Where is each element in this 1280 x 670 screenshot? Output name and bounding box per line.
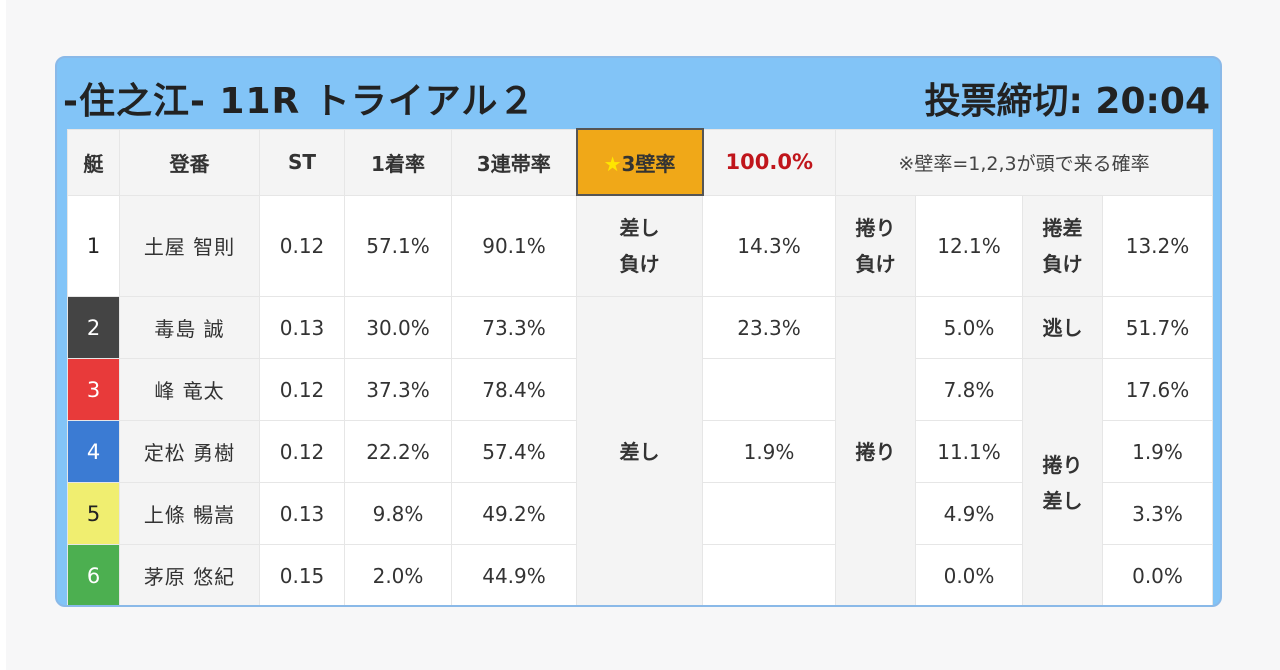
prediction-table: 艇 登番 ST 1着率 3連帯率 ★3壁率 100.0% ※壁率=1,2,3が頭… — [67, 128, 1213, 605]
first-rate-value: 22.2% — [344, 420, 452, 483]
racer-name: 茅原 悠紀 — [119, 544, 260, 605]
first-rate-value: 30.0% — [344, 296, 452, 359]
top3-rate-value: 44.9% — [451, 544, 577, 605]
makuri-value: 7.8% — [915, 358, 1023, 421]
st-value: 0.15 — [259, 544, 345, 605]
racer-name: 上條 暢嵩 — [119, 482, 260, 545]
top3-rate-value: 49.2% — [451, 482, 577, 545]
makurizashi-line1: 捲り — [1042, 452, 1083, 477]
makurizashi-make-value: 13.2% — [1102, 194, 1213, 297]
st-value: 0.13 — [259, 482, 345, 545]
makurizashi-value: 17.6% — [1102, 358, 1213, 421]
race-title: -住之江- 11R トライアル２ — [63, 81, 536, 122]
makurizashi-value: 1.9% — [1102, 420, 1213, 483]
sashi-value — [702, 358, 836, 421]
col-boat: 艇 — [67, 128, 120, 196]
top3-rate-value: 90.1% — [451, 194, 577, 297]
racer-name: 毒島 誠 — [119, 296, 260, 359]
table-row: 5 上條 暢嵩 0.13 9.8% 49.2% 4.9% 3.3% — [67, 482, 1213, 545]
top3-rate-value: 57.4% — [451, 420, 577, 483]
makurizashi-make-line1: 捲差 — [1042, 215, 1083, 240]
kabe-rate-label: ★3壁率 — [575, 128, 704, 196]
table-row: 4 定松 勇樹 0.12 22.2% 57.4% 1.9% 11.1% 1.9% — [67, 420, 1213, 483]
makurizashi-make-label: 捲差 負け — [1022, 194, 1103, 297]
makuri-make-line1: 捲り — [855, 215, 896, 240]
race-header: -住之江- 11R トライアル２ 投票締切: 20:04 — [57, 58, 1220, 128]
racer-name: 峰 竜太 — [119, 358, 260, 421]
makurizashi-label: 捲り 差し — [1022, 358, 1103, 605]
boat-number: 5 — [67, 482, 120, 545]
boat-number: 4 — [67, 420, 120, 483]
racer-name: 定松 勇樹 — [119, 420, 260, 483]
kabe-rate-value: 100.0% — [702, 128, 836, 196]
makuri-value: 11.1% — [915, 420, 1023, 483]
makuri-label: 捲り — [835, 296, 916, 605]
sashi-value: 1.9% — [702, 420, 836, 483]
star-icon: ★ — [603, 151, 622, 176]
nige-value: 51.7% — [1102, 296, 1213, 359]
table-row: 6 茅原 悠紀 0.15 2.0% 44.9% 0.0% 0.0% — [67, 544, 1213, 605]
first-rate-value: 37.3% — [344, 358, 452, 421]
table-row: 1 土屋 智則 0.12 57.1% 90.1% 差し負け 14.3% 捲り負け… — [67, 194, 1213, 297]
makurizashi-value: 3.3% — [1102, 482, 1213, 545]
kabe-rate-number: 100.0% — [725, 150, 813, 174]
boat-number: 1 — [67, 194, 120, 297]
st-value: 0.12 — [259, 358, 345, 421]
top3-rate-value: 78.4% — [451, 358, 577, 421]
kabe-rate-text: 3壁率 — [621, 151, 676, 176]
page-edge — [0, 0, 6, 670]
racer-name: 土屋 智則 — [119, 194, 260, 297]
makuri-make-line2: 負け — [855, 251, 896, 276]
sashi-value — [702, 482, 836, 545]
st-value: 0.12 — [259, 194, 345, 297]
makurizashi-value: 0.0% — [1102, 544, 1213, 605]
voting-deadline: 投票締切: 20:04 — [924, 81, 1210, 122]
col-st: ST — [259, 128, 345, 196]
col-entry: 登番 — [119, 128, 260, 196]
makurizashi-line2: 差し — [1042, 488, 1083, 513]
sashi-value — [702, 544, 836, 605]
kabe-note: ※壁率=1,2,3が頭で来る確率 — [835, 128, 1213, 196]
first-rate-value: 9.8% — [344, 482, 452, 545]
table-row: 2 毒島 誠 0.13 30.0% 73.3% 差し 23.3% 捲り 5.0%… — [67, 296, 1213, 605]
makuri-make-label: 捲り 負け — [835, 194, 916, 297]
sashi-make-line1: 差し — [619, 216, 660, 240]
sashi-value: 23.3% — [702, 296, 836, 359]
sashi-make-label: 差し 負け — [576, 194, 703, 297]
table-row: 3 峰 竜太 0.12 37.3% 78.4% 7.8% 捲り差し 17.6% — [67, 358, 1213, 605]
kabe-note-text: ※壁率=1,2,3が頭で来る確率 — [898, 152, 1150, 175]
makuri-value: 0.0% — [915, 544, 1023, 605]
boat-number: 6 — [67, 544, 120, 605]
sashi-label: 差し — [576, 296, 703, 605]
header-row: 艇 登番 ST 1着率 3連帯率 ★3壁率 100.0% ※壁率=1,2,3が頭… — [67, 128, 1213, 196]
col-top3-rate: 3連帯率 — [451, 128, 577, 196]
makuri-make-value: 12.1% — [915, 194, 1023, 297]
race-card: -住之江- 11R トライアル２ 投票締切: 20:04 艇 登番 ST 1着率… — [55, 56, 1222, 607]
sashi-make-value: 14.3% — [702, 194, 836, 297]
st-value: 0.13 — [259, 296, 345, 359]
boat-number: 2 — [67, 296, 120, 359]
st-value: 0.12 — [259, 420, 345, 483]
makuri-value: 4.9% — [915, 482, 1023, 545]
sashi-make-line2: 負け — [619, 252, 660, 276]
makurizashi-make-line2: 負け — [1042, 251, 1083, 276]
first-rate-value: 2.0% — [344, 544, 452, 605]
col-first-rate: 1着率 — [344, 128, 452, 196]
top3-rate-value: 73.3% — [451, 296, 577, 359]
boat-number: 3 — [67, 358, 120, 421]
first-rate-value: 57.1% — [344, 194, 452, 297]
makuri-value: 5.0% — [915, 296, 1023, 359]
nige-label: 逃し — [1022, 296, 1103, 359]
